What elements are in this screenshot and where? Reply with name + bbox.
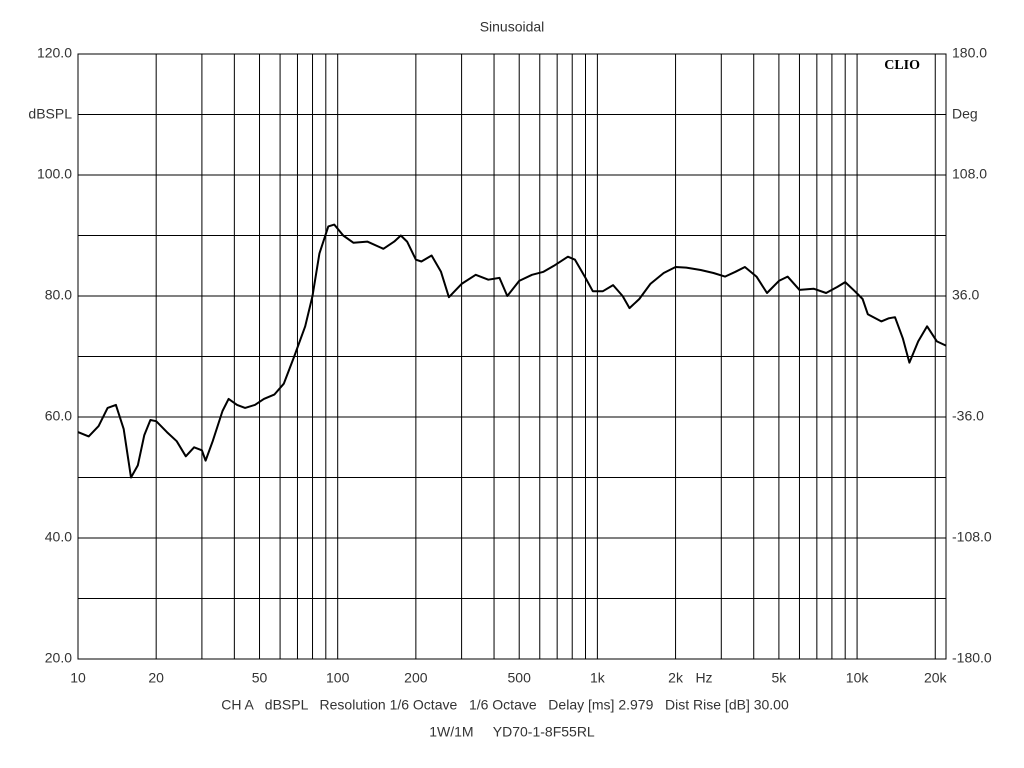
x-tick-label: 2k: [668, 670, 684, 686]
x-tick-label: 50: [252, 670, 268, 686]
y-axis-label: dBSPL: [28, 106, 72, 122]
x-tick-label: 10: [70, 670, 86, 686]
x-tick-label: 1k: [590, 670, 606, 686]
plot-frame: [77, 53, 947, 660]
y-tick-label: 60.0: [45, 408, 72, 424]
response-curve: [77, 223, 947, 479]
y2-tick-label: -108.0: [952, 529, 992, 545]
y2-tick-label: 108.0: [952, 166, 987, 182]
y-tick-label: 100.0: [37, 166, 72, 182]
y2-tick-label: 180.0: [952, 45, 987, 61]
footer: CH A dBSPL Resolution 1/6 Octave 1/6 Oct…: [221, 697, 789, 713]
x-tick-label: 20k: [924, 670, 948, 686]
footer: 1W/1M YD70-1-8F55RL: [429, 724, 595, 740]
y2-tick-label: -36.0: [952, 408, 984, 424]
y-tick-label: 40.0: [45, 529, 72, 545]
x-unit: Hz: [695, 670, 712, 686]
x-tick-label: 10k: [846, 670, 870, 686]
logo: CLIO: [884, 58, 920, 73]
y-tick-label: 80.0: [45, 287, 72, 303]
y-tick-label: 120.0: [37, 45, 72, 61]
y2-tick-label: 36.0: [952, 287, 979, 303]
x-tick-label: 5k: [772, 670, 788, 686]
x-tick-label: 500: [508, 670, 532, 686]
y2-axis-label: Deg: [952, 106, 978, 122]
y-tick-label: 20.0: [45, 650, 72, 666]
chart-title: Sinusoidal: [480, 19, 545, 35]
x-tick-label: 20: [148, 670, 164, 686]
y2-tick-label: -180.0: [952, 650, 992, 666]
x-tick-label: 100: [326, 670, 350, 686]
x-tick-label: 200: [404, 670, 428, 686]
